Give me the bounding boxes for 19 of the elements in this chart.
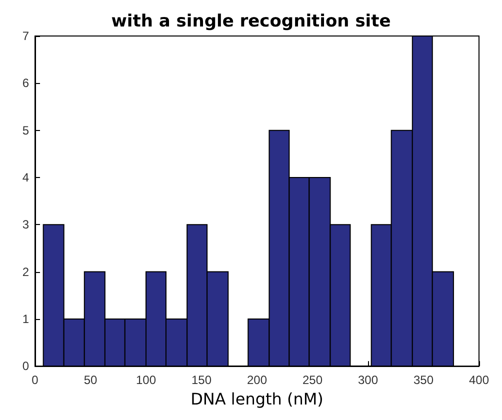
y-tick-label: 7	[22, 29, 30, 43]
x-tick-label: 200	[246, 373, 268, 388]
y-tick-label: 5	[22, 123, 30, 138]
y-tick-label: 4	[22, 170, 30, 184]
y-tick-label: 0	[22, 359, 30, 374]
x-tick-label: 300	[358, 373, 378, 388]
y-tick-label: 3	[22, 218, 30, 232]
x-tick-label: 50	[84, 373, 98, 388]
x-tick-label: 100	[136, 373, 156, 388]
x-axis-title: DNA length (nM)	[190, 390, 324, 408]
y-tick-label: 6	[22, 76, 30, 90]
x-tick-label: 250	[302, 373, 323, 388]
x-tick-label: 150	[191, 373, 212, 388]
chart-title: with a single recognition site	[111, 12, 391, 32]
x-tick-label: 400	[468, 373, 490, 388]
y-tick-label: 2	[22, 264, 30, 279]
x-tick-label: 350	[413, 373, 434, 388]
x-tick-label: 0	[32, 373, 39, 388]
y-tick-label: 1	[22, 312, 30, 326]
